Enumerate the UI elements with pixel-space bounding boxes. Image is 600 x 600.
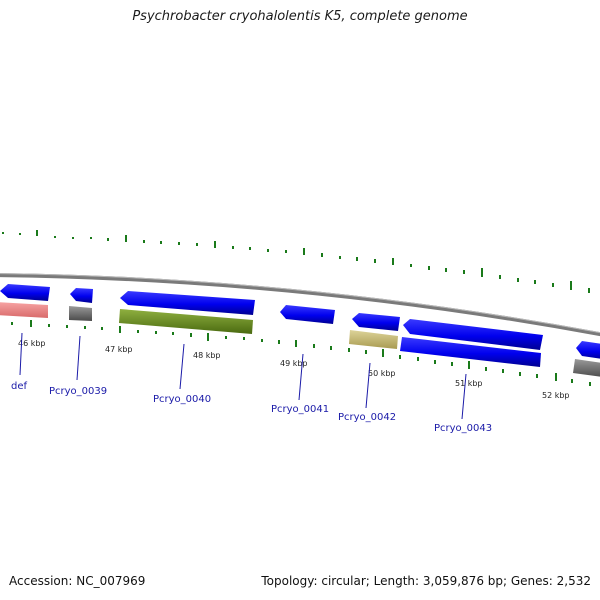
map-title: Psychrobacter cryohalolentis K5, complet… [132, 9, 468, 24]
gene-label-Pcryo_0040[interactable]: Pcryo_0040 [153, 394, 211, 405]
gene-label-Pcryo_0043[interactable]: Pcryo_0043 [434, 423, 492, 434]
gene-block-Pcryo_0043[interactable] [400, 337, 541, 367]
gene-label-Pcryo_0042[interactable]: Pcryo_0042 [338, 412, 396, 423]
scale-label-51kbp: 51 kbp [455, 379, 483, 388]
forward-genes [0, 284, 600, 360]
scale-label-48kbp: 48 kbp [193, 351, 221, 360]
gene-blocks [0, 302, 600, 378]
gene-arrow-Pcryo_0039-cds[interactable] [70, 288, 93, 303]
accession-label: Accession: NC_007969 [9, 574, 146, 588]
lower-tick-track [11, 320, 591, 386]
gene-leader-lines [19, 332, 467, 420]
gene-block-def[interactable] [0, 302, 48, 318]
scale-label-52kbp: 52 kbp [542, 391, 570, 400]
gene-label-Pcryo_0041[interactable]: Pcryo_0041 [271, 404, 329, 415]
upper-tick-track [2, 230, 590, 293]
gene-block-Pcryo_0039[interactable] [69, 306, 92, 321]
gene-arrow-Pcryo_0042-cds[interactable] [352, 313, 400, 331]
genome-backbone [0, 273, 600, 337]
gene-arrow-Pcryo_0043-cds-upper[interactable] [403, 319, 543, 350]
scale-label-47kbp: 47 kbp [105, 345, 133, 354]
leader-line-def [19, 332, 23, 376]
leader-line-Pcryo_0042 [365, 362, 371, 409]
gene-label-Pcryo_0039[interactable]: Pcryo_0039 [49, 386, 107, 397]
scale-label-49kbp: 49 kbp [280, 359, 308, 368]
gene-labels: def Pcryo_0039 Pcryo_0040 Pcryo_0041 Pcr… [11, 381, 492, 434]
leader-line-Pcryo_0043 [461, 373, 467, 420]
scale-label-50kbp: 50 kbp [368, 369, 396, 378]
scale-label-46kbp: 46 kbp [18, 339, 46, 348]
leader-line-Pcryo_0041 [298, 353, 304, 401]
leader-line-Pcryo_0040 [179, 343, 185, 390]
gene-arrow-next-cds[interactable] [576, 341, 600, 360]
gene-arrow-Pcryo_0041-cds[interactable] [280, 305, 335, 324]
gene-arrow-def-cds[interactable] [0, 284, 50, 301]
gene-block-Pcryo_0040[interactable] [119, 309, 253, 334]
genome-summary-label: Topology: circular; Length: 3,059,876 bp… [261, 574, 591, 588]
gene-label-def[interactable]: def [11, 381, 28, 392]
leader-line-Pcryo_0039 [76, 335, 81, 381]
gene-block-next[interactable] [573, 359, 600, 378]
gene-arrow-Pcryo_0040-cds[interactable] [120, 291, 255, 315]
gene-block-Pcryo_0042[interactable] [349, 330, 398, 349]
scale-labels: 46 kbp 47 kbp 48 kbp 49 kbp 50 kbp 51 kb… [18, 339, 570, 400]
